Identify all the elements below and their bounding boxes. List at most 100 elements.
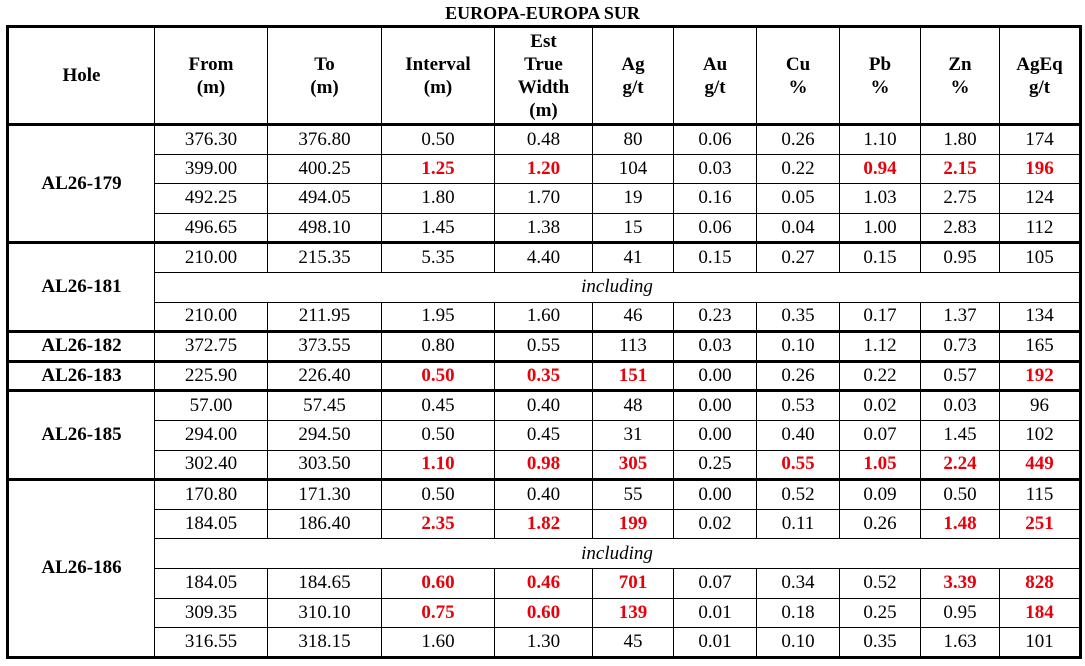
cell: 2.75: [920, 183, 1000, 214]
cell: 0.26: [756, 359, 840, 392]
cell: 0.52: [839, 567, 921, 599]
cell: 0.17: [839, 301, 921, 333]
cell: 492.25: [154, 183, 268, 214]
cell: 134: [999, 301, 1081, 333]
header-line: g/t: [622, 76, 644, 98]
cell: 303.50: [267, 449, 382, 481]
cell: 226.40: [267, 359, 382, 392]
data-row: AL26-185 57.00 57.45 0.45 0.40 48 0.00 0.53 0.02…: [7, 389, 1081, 481]
hole-id: AL26-185: [7, 389, 155, 481]
cell: 104: [592, 153, 674, 185]
column-header: From (m): [154, 26, 268, 126]
cell-highlight: 305: [592, 449, 674, 481]
data-row: 309.35 310.10 0.75 0.60 139 0.01 0.18 0.25 0.95 1…: [8, 597, 1081, 629]
cell-highlight: 449: [999, 449, 1081, 481]
cell: 302.40: [154, 449, 268, 481]
cell: 1.30: [494, 627, 593, 658]
cell: 210.00: [154, 301, 268, 333]
cell: 0.50: [381, 478, 495, 510]
cell: 1.60: [381, 627, 495, 658]
header-line: (m): [423, 76, 453, 98]
cell-highlight: 0.50: [381, 359, 495, 392]
hole-id: AL26-183: [7, 359, 155, 392]
including-note: including: [154, 538, 1081, 569]
cell: 0.07: [673, 567, 757, 599]
cell: 41: [592, 241, 674, 273]
cell: 1.45: [381, 212, 495, 244]
cell: 0.27: [756, 241, 840, 273]
cell: 19: [592, 183, 674, 214]
cell: 170.80: [154, 478, 268, 510]
cell: 0.95: [920, 597, 1000, 629]
header-line: (m): [196, 76, 226, 98]
header-line: True: [524, 53, 563, 75]
cell: 0.09: [839, 478, 921, 510]
cell-highlight: 1.20: [494, 153, 593, 185]
cell-highlight: 1.05: [839, 449, 921, 481]
cell: 0.22: [839, 359, 921, 392]
cell: 373.55: [267, 330, 382, 362]
header-line: Est: [530, 30, 557, 52]
column-header: Hole: [7, 26, 155, 126]
cell: 1.70: [494, 183, 593, 214]
cell: 1.12: [839, 330, 921, 362]
cell: 0.25: [673, 449, 757, 481]
cell-highlight: 828: [999, 567, 1081, 599]
header-line: Ag: [621, 53, 645, 75]
column-header: Zn%: [920, 26, 1000, 126]
cell-highlight: 0.35: [494, 359, 593, 392]
header-line: g/t: [1028, 76, 1051, 98]
cell: 0.73: [920, 330, 1000, 362]
cell: 0.50: [920, 478, 1000, 510]
cell: 0.03: [673, 330, 757, 362]
cell: 31: [592, 419, 674, 451]
header-line: Au: [702, 53, 728, 75]
cell-highlight: 199: [592, 508, 674, 540]
cell: 0.48: [494, 123, 593, 155]
cell: 0.01: [673, 627, 757, 658]
cell: 0.18: [756, 597, 840, 629]
data-row: 294.00 294.50 0.50 0.45 31 0.00 0.40 0.07 1.45 10…: [8, 419, 1081, 451]
data-row: 316.55 318.15 1.60 1.30 45 0.01 0.10 0.35 1.63 10…: [8, 627, 1081, 658]
cell-highlight: 0.75: [381, 597, 495, 629]
assay-table: Hole From (m) To (m) Interval (m) Est True Width(…: [6, 25, 1082, 659]
cell-highlight: 0.46: [494, 567, 593, 599]
cell: 496.65: [154, 212, 268, 244]
cell: 1.38: [494, 212, 593, 244]
cell: 0.40: [756, 419, 840, 451]
cell: 0.26: [839, 508, 921, 540]
cell: 0.05: [756, 183, 840, 214]
header-line: From: [188, 53, 234, 75]
header-line: Interval: [405, 53, 471, 75]
cell: 0.34: [756, 567, 840, 599]
data-row: AL26-183 225.90 226.40 0.50 0.35 151 0.00 0.26 0…: [7, 359, 1081, 392]
cell: 0.35: [839, 627, 921, 658]
cell: 0.45: [494, 419, 593, 451]
header-line: g/t: [704, 76, 726, 98]
cell: 1.00: [839, 212, 921, 244]
hole-id: AL26-181: [7, 241, 155, 333]
cell: 5.35: [381, 241, 495, 273]
cell: 15: [592, 212, 674, 244]
cell: 0.26: [756, 123, 840, 155]
cell-highlight: 0.94: [839, 153, 921, 185]
header-row: Hole From (m) To (m) Interval (m) Est True Width(…: [7, 26, 1081, 126]
cell: 310.10: [267, 597, 382, 629]
cell: 0.40: [494, 389, 593, 421]
cell: 0.04: [756, 212, 840, 244]
cell: 0.06: [673, 123, 757, 155]
cell: 105: [999, 241, 1081, 273]
header-line: Pb: [868, 53, 892, 75]
cell-highlight: 0.60: [381, 567, 495, 599]
cell: 184.65: [267, 567, 382, 599]
cell: 0.10: [756, 330, 840, 362]
cell: 48: [592, 389, 674, 421]
cell: 0.57: [920, 359, 1000, 392]
column-header: Ag g/t: [592, 26, 674, 126]
column-header: Pb%: [839, 26, 921, 126]
column-header: Interval (m): [381, 26, 495, 126]
cell: 0.55: [494, 330, 593, 362]
header-line: To: [314, 53, 335, 75]
cell: 1.45: [920, 419, 1000, 451]
cell: 174: [999, 123, 1081, 155]
